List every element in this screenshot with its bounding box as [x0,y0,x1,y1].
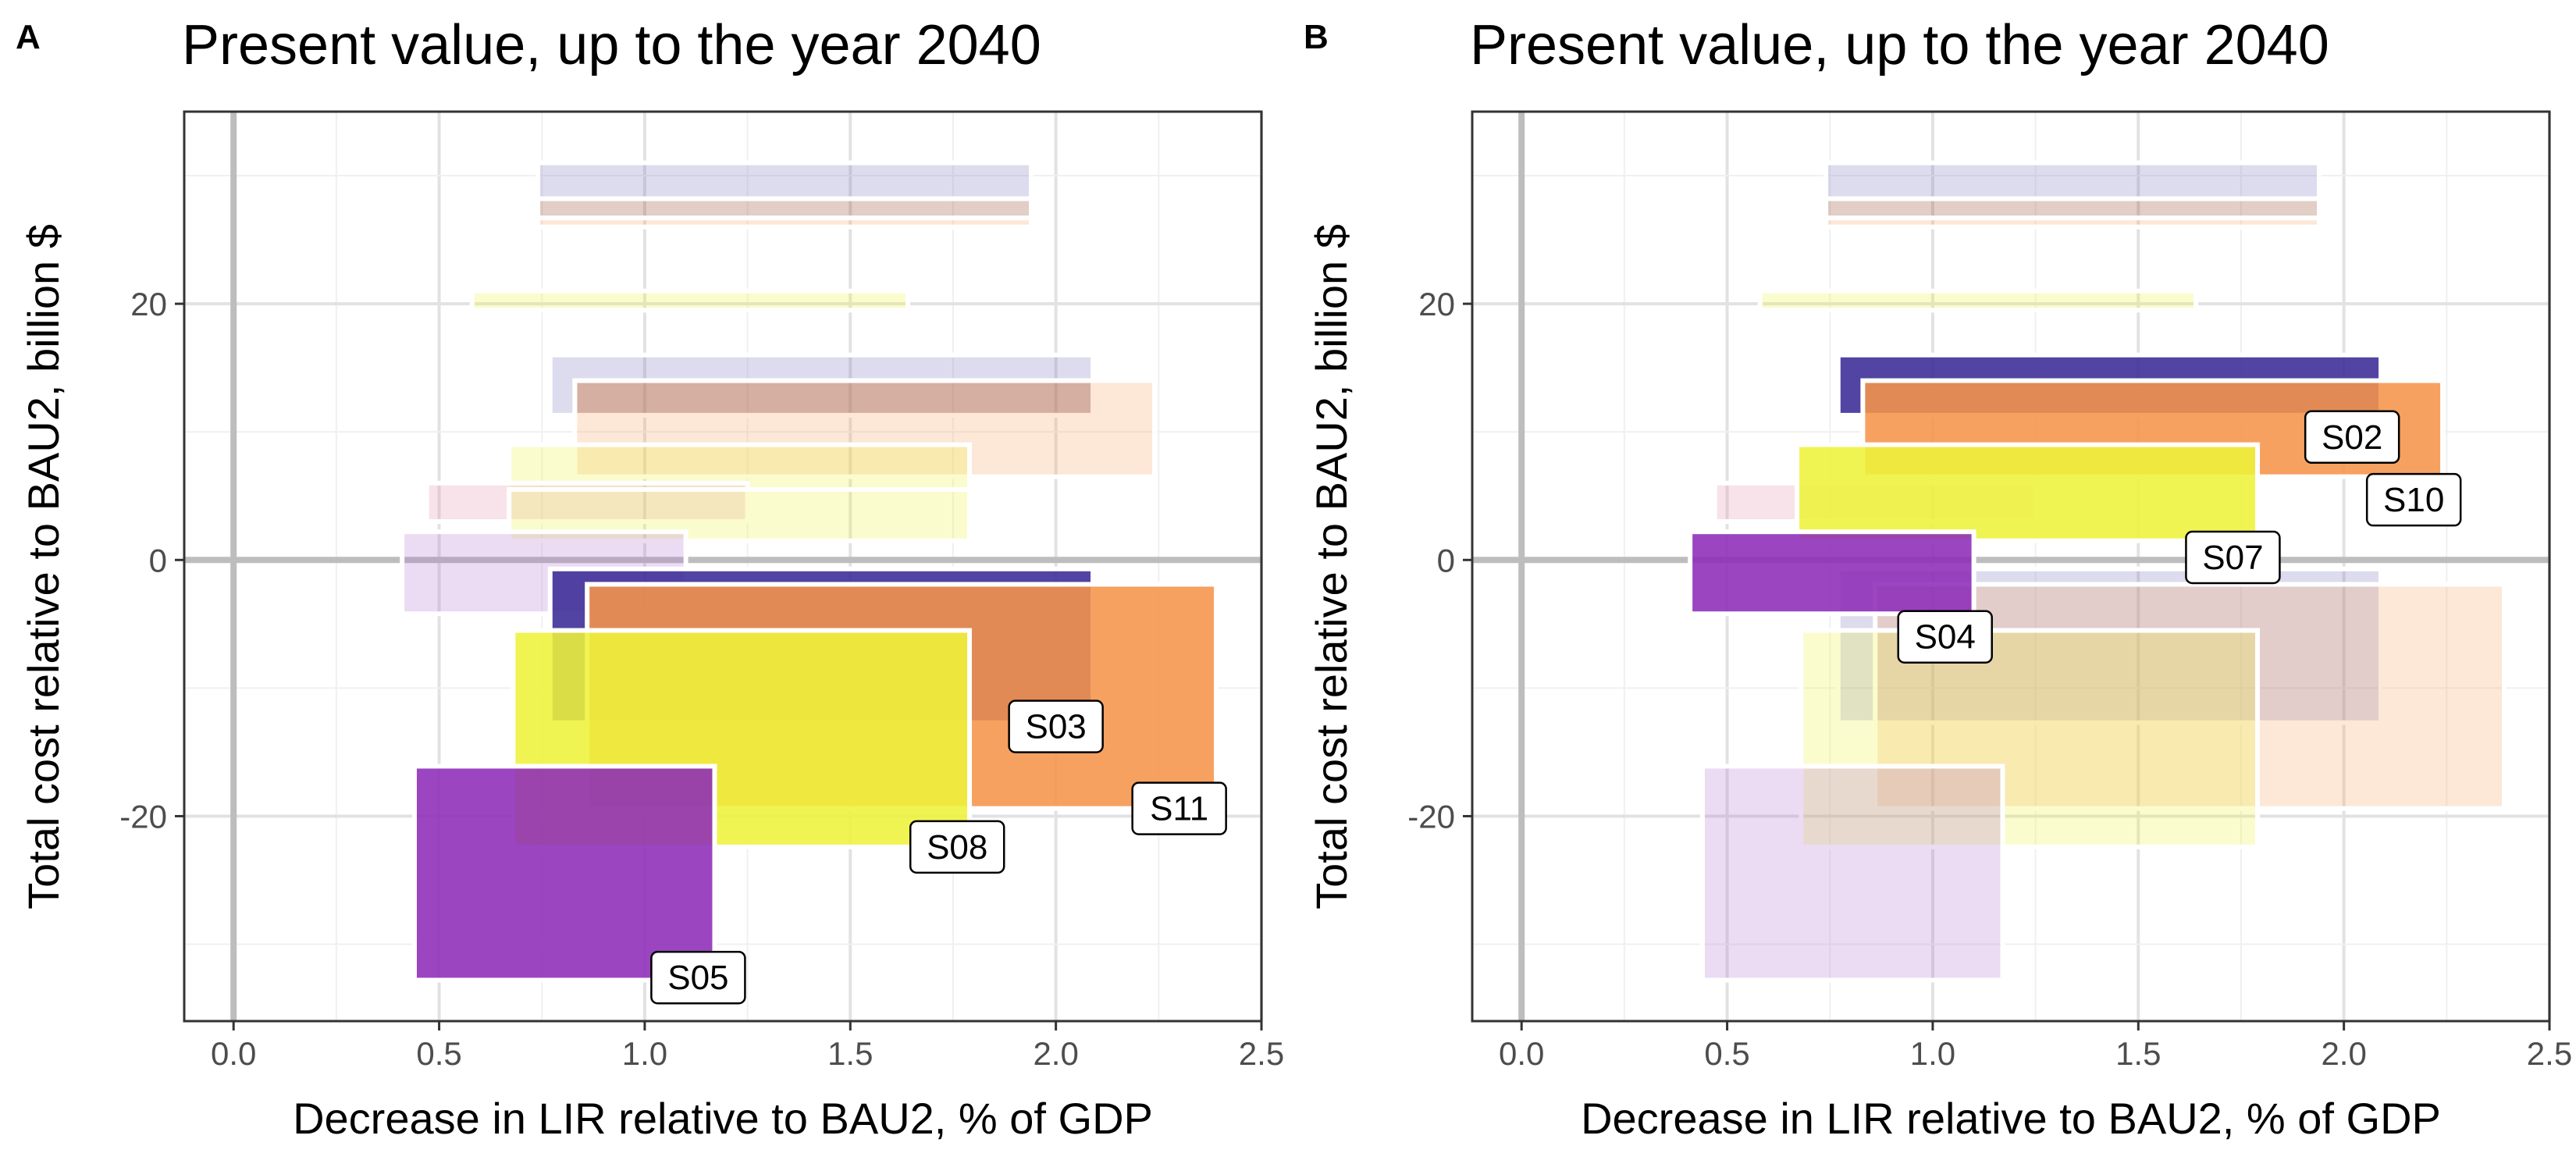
scenario-range-s04 [1688,529,1976,617]
x-axis-label: Decrease in LIR relative to BAU2, % of G… [1581,1094,2441,1143]
scenario-label: S02 [2322,418,2382,457]
data-layer: S03 S11 S08 S05 [184,112,1261,1021]
scenario-label-box [1897,610,1993,664]
scenario-label: S03 [1025,708,1086,746]
plot-area [184,112,1261,1021]
scenario-range-faded [469,288,911,313]
panel-label: A [16,18,41,56]
y-tick-label: -20 [1407,798,1455,835]
x-tick-label: 1.5 [827,1035,873,1072]
axis-ticks: 0.0 0.5 1.0 1.5 2.0 2.5 -20 0 20 [119,286,1284,1072]
scenario-range-faded [572,378,1158,479]
plot-area [1472,112,2549,1021]
scenario-range-faded [1823,196,2322,221]
x-tick-label: 0.5 [416,1035,461,1072]
scenario-label: S07 [2202,539,2263,577]
panel-b: B Present value, up to the year 2040 S02… [1304,14,2572,1143]
x-tick-label: 2.0 [1033,1035,1078,1072]
chart-title: Present value, up to the year 2040 [182,14,1041,77]
y-tick-label: 0 [149,542,167,578]
scenario-label: S08 [927,828,987,867]
scenario-label-box [2185,530,2281,585]
x-tick-label: 2.0 [2321,1035,2366,1072]
panel-a: A Present value, up to the year 2040 S03… [16,14,1284,1143]
scenario-label-box [909,820,1005,874]
scenario-label-box [650,950,746,1005]
scenario-range-faded [1799,628,2261,849]
plot-border [1471,110,2551,1023]
y-tick-label: 0 [1437,542,1455,578]
y-axis-label: Total cost relative to BAU2, billion $ [19,224,68,909]
scenario-range-s07 [1795,442,2261,543]
x-tick-label: 1.0 [622,1035,667,1072]
scenario-range-faded [535,215,1034,230]
scenario-range-s05 [411,763,717,983]
y-tick-label: 20 [1418,286,1455,322]
scenario-label-box [1131,781,1227,835]
scenario-label: S04 [1915,618,1976,657]
axis-ticks: 0.0 0.5 1.0 1.5 2.0 2.5 -20 0 20 [1407,286,2572,1072]
y-tick-label: 20 [130,286,167,322]
scenario-label: S05 [667,959,728,997]
x-tick-label: 0.5 [1704,1035,1749,1072]
scenario-range-faded [1823,160,2322,201]
scenario-label: S11 [1150,790,1208,828]
panel-label: B [1304,18,1329,56]
y-axis-label: Total cost relative to BAU2, billion $ [1307,224,1356,909]
plot-border [183,110,1263,1023]
x-tick-label: 1.5 [2115,1035,2161,1072]
scenario-range-faded [1757,288,2199,313]
x-tick-label: 2.5 [2527,1035,2572,1072]
y-tick-label: -20 [119,798,167,835]
scenario-label-box [1008,699,1104,753]
x-tick-label: 2.5 [1239,1035,1284,1072]
scenario-label: S10 [2383,481,2444,519]
scenario-label-box [2365,472,2462,527]
x-axis-label: Decrease in LIR relative to BAU2, % of G… [293,1094,1153,1143]
scenario-label-box [2304,410,2400,464]
scenario-range-faded [1699,763,2005,983]
scenario-range-faded [1823,215,2322,230]
scenario-range-faded [535,160,1034,201]
scenario-range-faded [535,196,1034,221]
x-tick-label: 0.0 [211,1035,256,1072]
x-tick-label: 0.0 [1499,1035,1544,1072]
chart-title: Present value, up to the year 2040 [1470,14,2329,77]
x-tick-label: 1.0 [1910,1035,1955,1072]
